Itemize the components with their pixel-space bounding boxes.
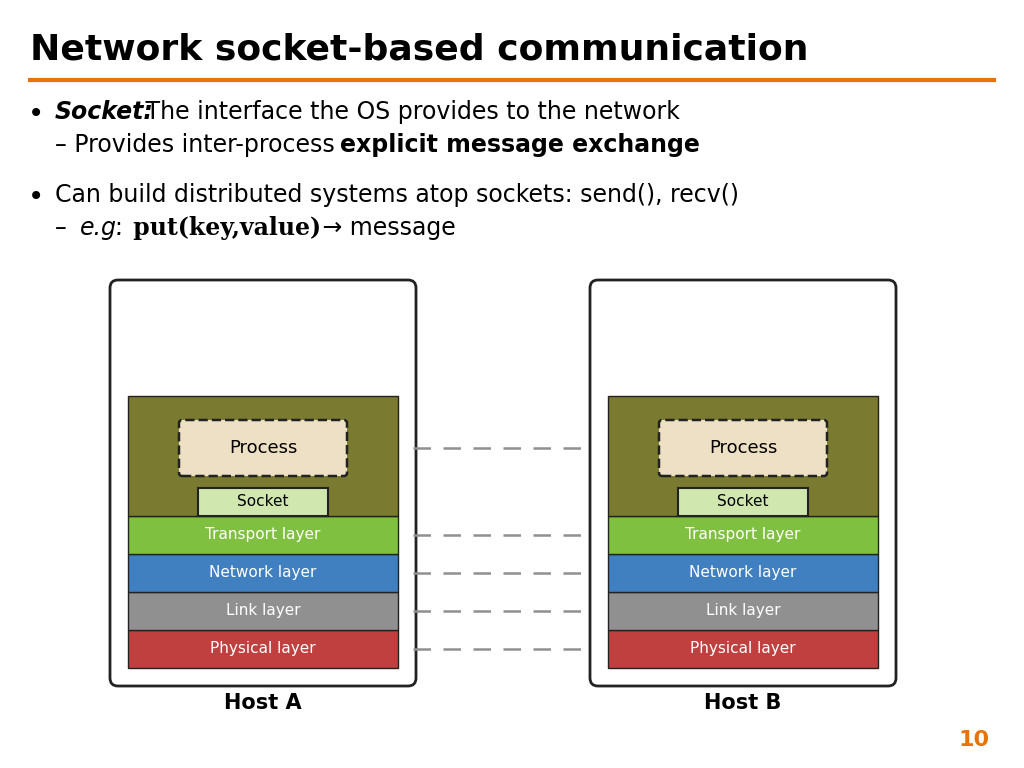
Text: 10: 10: [958, 730, 990, 750]
Text: e.g.: e.g.: [80, 216, 125, 240]
Text: Transport layer: Transport layer: [685, 528, 801, 542]
Text: → message: → message: [315, 216, 456, 240]
Text: Socket:: Socket:: [55, 100, 154, 124]
Text: •: •: [28, 183, 44, 211]
Text: Can build distributed systems atop sockets: send(), recv(): Can build distributed systems atop socke…: [55, 183, 739, 207]
Bar: [608, 396, 878, 516]
Text: Application layer: Application layer: [199, 449, 328, 464]
Text: Application layer: Application layer: [679, 449, 808, 464]
Bar: [128, 554, 398, 592]
Bar: [128, 630, 398, 668]
Text: Physical layer: Physical layer: [210, 641, 315, 657]
Bar: [199, 488, 328, 516]
FancyBboxPatch shape: [659, 420, 827, 476]
Text: –: –: [55, 216, 75, 240]
Bar: [608, 592, 878, 630]
Text: Link layer: Link layer: [706, 604, 780, 618]
Text: The interface the OS provides to the network: The interface the OS provides to the net…: [138, 100, 680, 124]
Text: Transport layer: Transport layer: [206, 528, 321, 542]
Text: Socket: Socket: [238, 495, 289, 509]
Bar: [128, 396, 398, 516]
Text: explicit message exchange: explicit message exchange: [340, 133, 699, 157]
Text: Host A: Host A: [224, 693, 302, 713]
Text: Process: Process: [709, 439, 777, 457]
Text: Physical layer: Physical layer: [690, 641, 796, 657]
Text: – Provides inter-process: – Provides inter-process: [55, 133, 342, 157]
Bar: [608, 516, 878, 554]
Text: Network socket-based communication: Network socket-based communication: [30, 33, 809, 67]
FancyBboxPatch shape: [590, 280, 896, 686]
Text: Network layer: Network layer: [209, 565, 316, 581]
Bar: [678, 488, 808, 516]
Text: Host B: Host B: [705, 693, 781, 713]
Text: Socket: Socket: [717, 495, 769, 509]
Text: •: •: [28, 100, 44, 128]
Bar: [608, 630, 878, 668]
FancyBboxPatch shape: [110, 280, 416, 686]
Text: :: :: [114, 216, 122, 240]
Text: Network layer: Network layer: [689, 565, 797, 581]
Bar: [128, 516, 398, 554]
Text: put(key,value): put(key,value): [125, 216, 322, 240]
Text: Process: Process: [228, 439, 297, 457]
FancyBboxPatch shape: [179, 420, 347, 476]
Bar: [128, 592, 398, 630]
Text: Link layer: Link layer: [225, 604, 300, 618]
Bar: [608, 554, 878, 592]
